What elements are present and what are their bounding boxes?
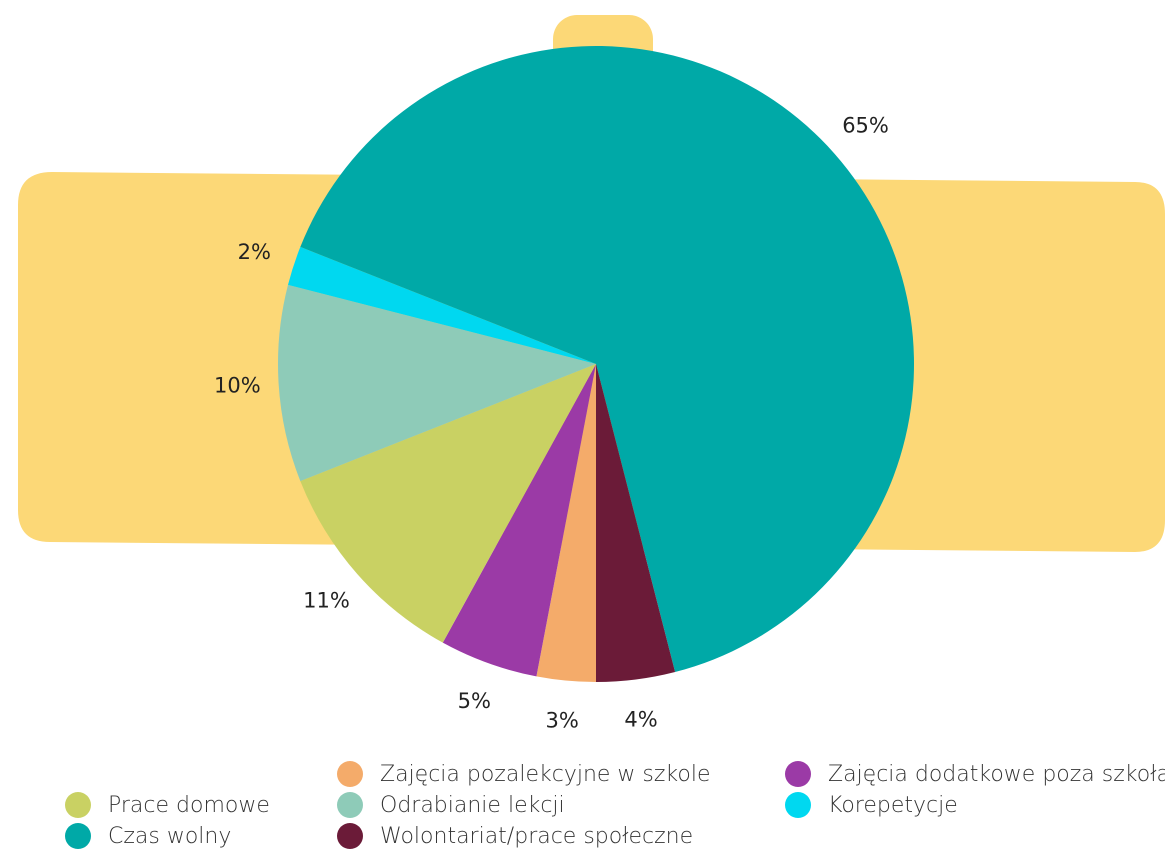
pie — [278, 46, 914, 682]
data-label: 2% — [238, 240, 271, 264]
legend-label: Czas wolny — [108, 824, 231, 849]
legend-marker — [785, 761, 811, 787]
data-label: 11% — [303, 589, 350, 613]
data-label: 65% — [842, 113, 889, 137]
legend-marker — [65, 823, 91, 849]
legend-label: Wolontariat/prace społeczne — [380, 824, 693, 849]
legend-label: Zajęcia dodatkowe poza szkołą — [828, 762, 1165, 787]
legend-marker — [65, 792, 91, 818]
data-label: 3% — [546, 709, 579, 733]
legend-label: Prace domowe — [108, 793, 270, 818]
legend-label: Zajęcia pozalekcyjne w szkole — [380, 762, 710, 787]
legend-marker — [785, 792, 811, 818]
legend-label: Korepetycje — [828, 793, 958, 818]
data-label: 4% — [624, 708, 657, 732]
legend: Zajęcia pozalekcyjne w szkole Zajęcia dod… — [65, 761, 1165, 849]
data-label: 10% — [214, 374, 261, 398]
data-label: 5% — [458, 689, 491, 713]
chart: 3% 5% 11% 10% 2% 65% 4% Zajęcia pozalekcyjne w… — [0, 0, 1165, 849]
legend-marker — [337, 823, 363, 849]
legend-label: Odrabianie lekcji — [380, 793, 565, 818]
legend-marker — [337, 792, 363, 818]
legend-marker — [337, 761, 363, 787]
